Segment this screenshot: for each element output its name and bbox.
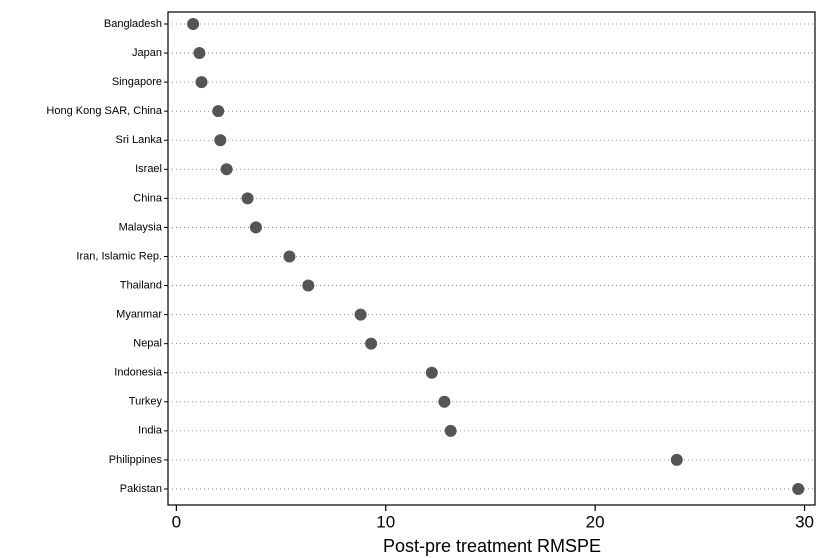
dot	[792, 482, 805, 495]
y-tick-label: Iran, Islamic Rep.	[76, 250, 162, 262]
dot	[187, 18, 200, 30]
dot	[302, 279, 315, 292]
y-tick-label: Hong Kong SAR, China	[46, 105, 162, 117]
y-tick-label: Sri Lanka	[116, 134, 163, 146]
dot	[438, 395, 451, 408]
y-tick-label: Turkey	[129, 396, 163, 408]
y-tick-label: Nepal	[133, 338, 162, 350]
x-tick-label: 30	[795, 512, 814, 531]
dot	[214, 134, 227, 147]
dot	[354, 308, 367, 321]
x-tick-label: 0	[172, 512, 181, 531]
y-tick-label: Malaysia	[119, 221, 163, 233]
y-tick-label: Philippines	[109, 454, 163, 466]
dot	[220, 163, 233, 176]
y-tick-label: China	[133, 192, 163, 204]
y-tick-label: Myanmar	[116, 309, 162, 321]
y-tick-label: Pakistan	[120, 483, 162, 495]
dot	[283, 250, 296, 263]
x-tick-label: 10	[376, 512, 395, 531]
y-tick-label: Bangladesh	[104, 18, 162, 30]
x-axis-title: Post-pre treatment RMSPE	[383, 536, 601, 556]
dot	[195, 76, 208, 89]
dot	[212, 105, 225, 118]
dot	[670, 453, 683, 466]
y-tick-label: Thailand	[120, 279, 162, 291]
dot	[444, 424, 457, 437]
dot	[241, 192, 254, 205]
dot	[425, 366, 438, 379]
x-tick-label: 20	[586, 512, 605, 531]
dot	[365, 337, 378, 350]
plot-frame	[167, 11, 816, 506]
dot	[193, 47, 206, 60]
y-tick-label: Japan	[132, 47, 162, 59]
dot	[249, 221, 262, 234]
y-tick-label: India	[138, 425, 163, 437]
y-tick-label: Singapore	[112, 76, 162, 88]
y-tick-label: Indonesia	[114, 367, 163, 379]
y-tick-label: Israel	[135, 163, 162, 175]
